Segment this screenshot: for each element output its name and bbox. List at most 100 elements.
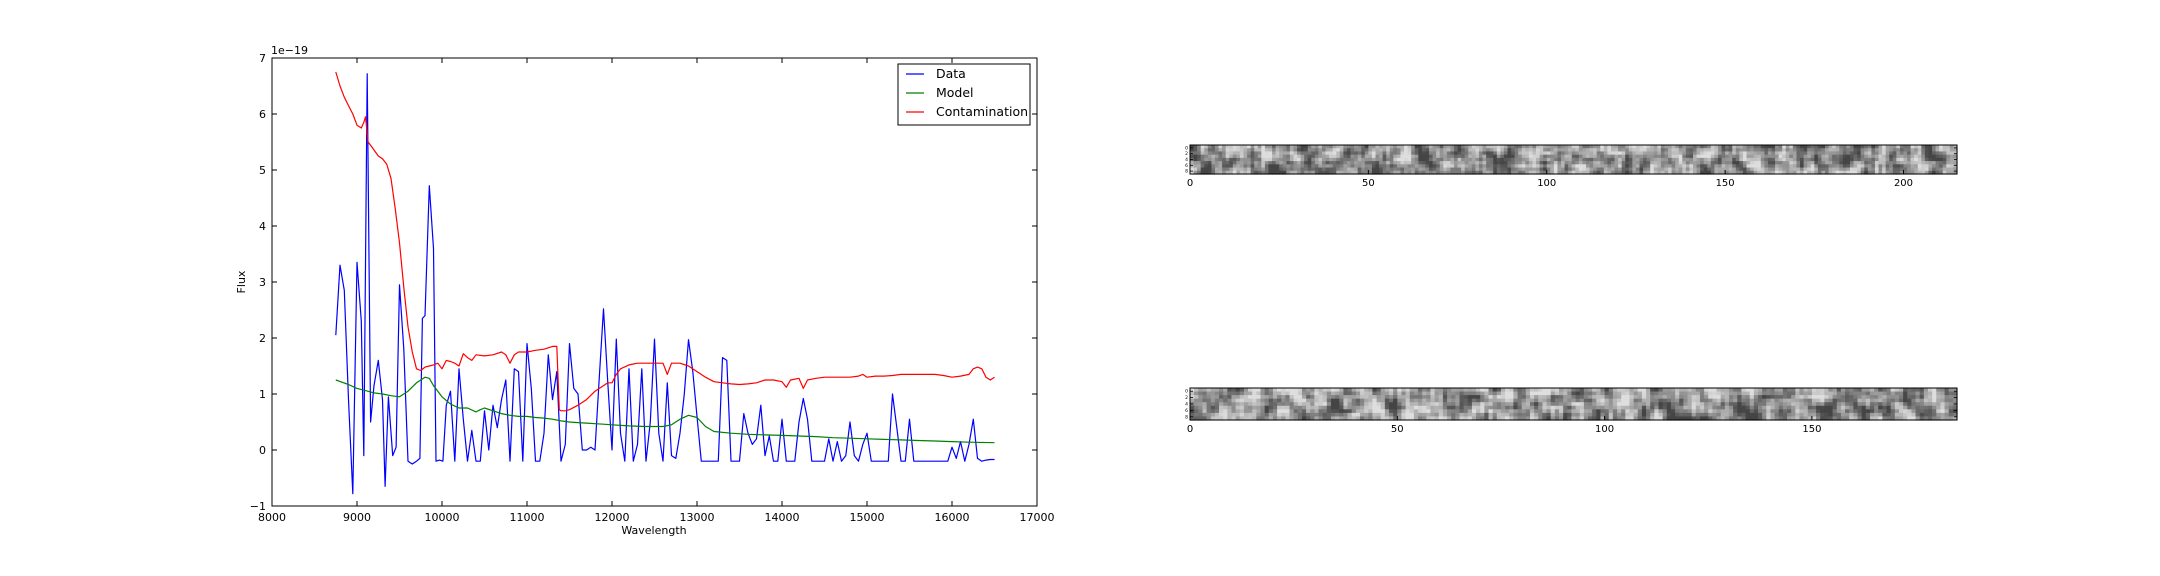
image-pixel (1725, 145, 1730, 149)
image-pixel (1542, 402, 1548, 407)
image-pixel (1803, 151, 1808, 156)
image-pixel (1190, 409, 1195, 414)
image-pixel (1849, 151, 1855, 156)
image-pixel (1496, 145, 1501, 149)
image-pixel (1949, 148, 1955, 153)
image-pixel (1792, 164, 1798, 169)
image-pixel (1250, 167, 1255, 172)
image-pixel (1318, 409, 1324, 414)
image-pixel (1311, 145, 1316, 149)
image-pixel (1414, 167, 1419, 172)
image-pixel (1568, 161, 1573, 165)
image-pixel (1214, 164, 1220, 169)
image-pixel (1496, 161, 1501, 165)
image-pixel (1553, 148, 1559, 153)
image-pixel (1796, 167, 1801, 172)
image-pixel (1728, 167, 1733, 172)
image-pixel (1285, 398, 1291, 403)
image-pixel (1464, 145, 1469, 149)
image-pixel (1787, 388, 1792, 393)
image-pixel (1836, 395, 1842, 400)
image-pixel (1514, 148, 1519, 153)
image-pixel (1635, 164, 1641, 169)
image-pixel (1942, 170, 1947, 175)
image-pixel (1567, 395, 1573, 400)
image-pixel (1543, 161, 1548, 165)
image-pixel (1927, 402, 1933, 407)
image-pixel (1286, 164, 1291, 169)
image-pixel (1579, 405, 1585, 410)
image-pixel (1534, 398, 1539, 403)
image-pixel (1832, 161, 1837, 165)
image-pixel (1247, 145, 1252, 149)
image-pixel (1874, 398, 1879, 403)
image-pixel (1696, 161, 1701, 165)
image-pixel (1272, 398, 1278, 403)
image-pixel (1725, 151, 1730, 156)
image-pixel (1364, 398, 1369, 403)
image-pixel (1807, 405, 1813, 410)
image-pixel (1578, 161, 1584, 165)
image-pixel (1578, 148, 1584, 153)
image-pixel (1528, 145, 1534, 149)
image-pixel (1660, 151, 1666, 156)
image-pixel (1364, 395, 1369, 400)
image-pixel (1368, 416, 1374, 421)
image-pixel (1853, 151, 1858, 156)
image-pixel (1865, 395, 1871, 400)
image-pixel (1489, 145, 1494, 149)
image-pixel (1700, 148, 1705, 153)
image-pixel (1721, 161, 1726, 165)
image-pixel (1453, 167, 1459, 172)
image-pixel (1218, 167, 1223, 172)
image-pixel (1882, 161, 1887, 165)
image-pixel (1618, 157, 1623, 162)
image-pixel (1405, 388, 1411, 393)
image-pixel (1778, 157, 1783, 162)
image-pixel (1422, 409, 1427, 414)
image-pixel (1260, 412, 1266, 418)
image-pixel (1318, 170, 1323, 175)
image-pixel (1878, 398, 1883, 403)
image-pixel (1364, 412, 1369, 418)
x-tick-label: 17000 (1020, 511, 1055, 524)
image-pixel (1557, 151, 1562, 156)
image-pixel (1558, 398, 1564, 403)
image-pixel (1457, 170, 1462, 175)
image-pixel (1625, 167, 1630, 172)
image-pixel (1721, 164, 1726, 169)
image-pixel (1716, 412, 1722, 418)
image-pixel (1600, 145, 1605, 149)
image-pixel (1214, 398, 1220, 403)
image-pixel (1878, 161, 1883, 165)
image-pixel (1350, 157, 1355, 162)
image-pixel (1190, 170, 1195, 175)
image-pixel (1874, 416, 1879, 421)
image-pixel (1550, 402, 1556, 407)
image-pixel (1935, 157, 1940, 162)
image-pixel (1434, 402, 1440, 407)
image-pixel (1281, 391, 1286, 396)
image-pixel (1325, 164, 1330, 169)
image-pixel (1311, 151, 1316, 156)
image-pixel (1482, 157, 1487, 162)
image-pixel (1368, 398, 1374, 403)
image-pixel (1621, 157, 1626, 162)
x-tick-label: 11000 (510, 511, 545, 524)
image-pixel (1198, 412, 1204, 418)
image-pixel (1871, 164, 1876, 169)
image-pixel (1842, 164, 1848, 169)
image-pixel (1457, 157, 1462, 162)
image-pixel (1368, 405, 1374, 410)
image-pixel (1482, 145, 1487, 149)
image-pixel (1600, 412, 1606, 418)
image-pixel (1471, 398, 1477, 403)
image-pixel (1521, 388, 1527, 393)
image-pixel (1687, 398, 1693, 403)
image-pixel (1268, 405, 1274, 410)
image-pixel (1625, 388, 1631, 393)
image-pixel (1898, 398, 1904, 403)
image-pixel (1227, 388, 1233, 393)
image-pixel (1607, 154, 1612, 159)
image-pixel (1488, 412, 1494, 418)
